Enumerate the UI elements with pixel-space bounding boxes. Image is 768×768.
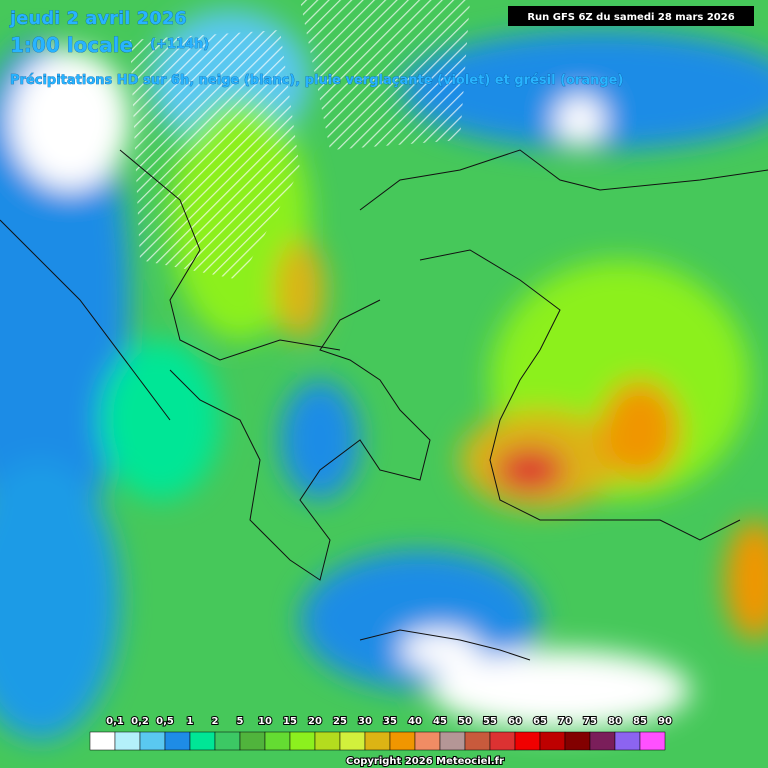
forecast-date: jeudi 2 avril 2026 — [9, 8, 187, 29]
legend-swatch — [189, 731, 216, 751]
legend-label: 2 — [212, 716, 219, 727]
legend-swatch — [164, 731, 191, 751]
legend-label: 15 — [283, 716, 297, 727]
snow-hatching — [130, 0, 470, 280]
legend-label: 60 — [508, 716, 522, 727]
legend-swatch — [264, 731, 291, 751]
copyright: Copyright 2026 Meteociel.fr — [346, 756, 504, 767]
lead-time: (+114h) — [150, 37, 209, 52]
legend-swatch — [564, 731, 591, 751]
legend-swatch — [239, 731, 266, 751]
coastlines — [0, 149, 768, 661]
legend-swatch — [639, 731, 666, 751]
legend-label: 20 — [308, 716, 322, 727]
legend-label: 0,2 — [131, 716, 149, 727]
legend-swatch — [539, 731, 566, 751]
run-box — [508, 6, 754, 26]
legend-label: 10 — [258, 716, 272, 727]
legend-label: 1 — [187, 716, 194, 727]
legend-swatch — [314, 731, 341, 751]
legend-label: 75 — [583, 716, 597, 727]
legend-label: 40 — [408, 716, 422, 727]
legend-swatch — [214, 731, 241, 751]
legend-swatch — [139, 731, 166, 751]
legend-label: 55 — [483, 716, 497, 727]
legend-label: 25 — [333, 716, 347, 727]
legend-swatch — [339, 731, 366, 751]
legend-label: 0,5 — [156, 716, 174, 727]
run-info: Run GFS 6Z du samedi 28 mars 2026 — [527, 12, 734, 23]
legend-swatch — [514, 731, 541, 751]
legend-label: 5 — [237, 716, 244, 727]
legend-label: 65 — [533, 716, 547, 727]
legend-label: 30 — [358, 716, 372, 727]
legend-label: 90 — [658, 716, 672, 727]
forecast-time: 1:00 locale — [10, 33, 133, 57]
legend-label: 85 — [633, 716, 647, 727]
legend-swatch — [614, 731, 641, 751]
legend: 0,1 0,2 0,5 1 2 5 10 15 20 25 30 35 40 45 50 55 60 65 70 75… — [89, 715, 673, 751]
legend-swatch — [114, 731, 141, 751]
legend-swatch — [489, 731, 516, 751]
legend-swatch — [89, 731, 116, 751]
subtitle: Précipitations HD sur 6h, neige (blanc),… — [10, 73, 623, 88]
legend-swatch — [439, 731, 466, 751]
legend-label: 45 — [433, 716, 447, 727]
legend-swatch — [589, 731, 616, 751]
precip-field — [0, 10, 768, 740]
legend-swatch — [464, 731, 491, 751]
legend-label: 0,1 — [106, 716, 124, 727]
legend-swatch — [414, 731, 441, 751]
legend-label: 35 — [383, 716, 397, 727]
legend-swatch — [364, 731, 391, 751]
legend-swatch — [289, 731, 316, 751]
legend-label: 70 — [558, 716, 572, 727]
legend-label: 80 — [608, 716, 622, 727]
legend-label: 50 — [458, 716, 472, 727]
legend-swatch — [389, 731, 416, 751]
